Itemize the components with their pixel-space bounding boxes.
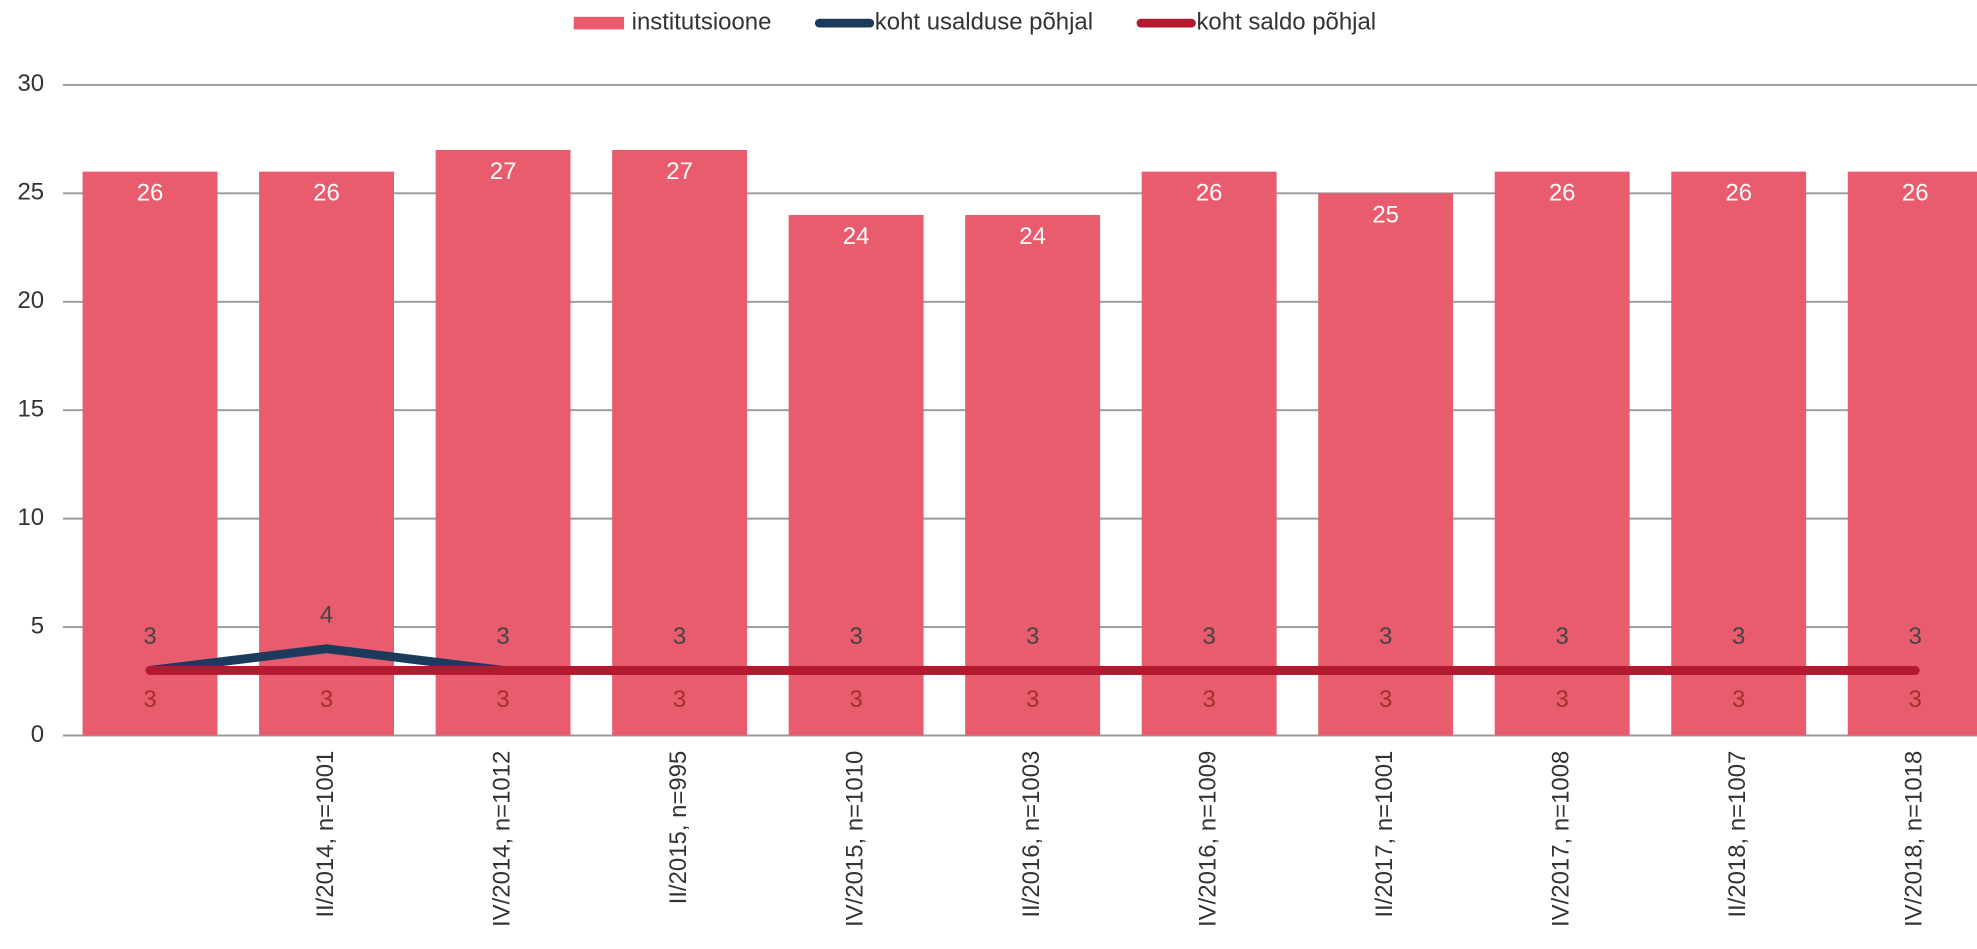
line-value-label: 3 bbox=[143, 686, 156, 713]
line-value-label: 3 bbox=[496, 623, 509, 650]
y-tick-label: 15 bbox=[17, 396, 44, 423]
y-tick-label: 25 bbox=[17, 179, 44, 206]
bar-value-label: 26 bbox=[137, 180, 164, 207]
legend-label: koht usalduse põhjal bbox=[875, 8, 1093, 35]
y-tick-label: 5 bbox=[31, 612, 44, 639]
line-value-label: 3 bbox=[849, 686, 862, 713]
bar bbox=[788, 215, 924, 736]
bar-value-label: 26 bbox=[1196, 180, 1223, 207]
bar bbox=[1318, 193, 1454, 736]
y-tick-label: 20 bbox=[17, 287, 44, 314]
line-value-label: 3 bbox=[1909, 686, 1922, 713]
line-value-label: 3 bbox=[1732, 686, 1745, 713]
line-value-label: 3 bbox=[1202, 623, 1215, 650]
x-tick-label: II/2016, n=1003 bbox=[1018, 751, 1045, 918]
y-tick-label: 30 bbox=[17, 70, 44, 97]
line-value-label: 3 bbox=[849, 623, 862, 650]
x-tick-label: IV/2016, n=1009 bbox=[1194, 751, 1221, 927]
line-value-label: 3 bbox=[1202, 686, 1215, 713]
line-value-label: 3 bbox=[673, 686, 686, 713]
line-value-label: 3 bbox=[1556, 623, 1569, 650]
bar bbox=[82, 171, 218, 736]
legend-label: koht saldo põhjal bbox=[1196, 8, 1376, 35]
x-tick-label: II/2018, n=1007 bbox=[1724, 751, 1751, 918]
line-value-label: 3 bbox=[1379, 623, 1392, 650]
bar bbox=[1494, 171, 1630, 736]
line-value-label: 3 bbox=[1379, 686, 1392, 713]
line-value-label: 3 bbox=[1026, 686, 1039, 713]
bar bbox=[259, 171, 395, 736]
line-value-label: 4 bbox=[320, 601, 333, 628]
bar bbox=[612, 149, 748, 736]
bar bbox=[1671, 171, 1807, 736]
y-tick-label: 10 bbox=[17, 504, 44, 531]
legend-swatch bbox=[573, 16, 625, 30]
bar bbox=[1847, 171, 1977, 736]
bar bbox=[965, 215, 1101, 736]
bar-value-label: 25 bbox=[1372, 201, 1399, 228]
x-tick-label: II/2015, n=995 bbox=[665, 751, 692, 905]
line-value-label: 3 bbox=[1026, 623, 1039, 650]
bar-value-label: 24 bbox=[843, 223, 870, 250]
bar-value-label: 24 bbox=[1019, 223, 1046, 250]
bar-value-label: 27 bbox=[666, 158, 693, 185]
line-value-label: 3 bbox=[143, 623, 156, 650]
bar-value-label: 26 bbox=[1902, 180, 1929, 207]
bar-value-label: 27 bbox=[490, 158, 517, 185]
bar bbox=[435, 149, 571, 736]
x-tick-label: II/2017, n=1001 bbox=[1371, 751, 1398, 918]
legend-label: institutsioone bbox=[632, 8, 772, 35]
y-tick-label: 0 bbox=[31, 721, 44, 748]
line-value-label: 3 bbox=[673, 623, 686, 650]
bar-value-label: 26 bbox=[1549, 180, 1576, 207]
x-tick-label: IV/2018, n=1018 bbox=[1901, 751, 1928, 927]
x-tick-label: IV/2017, n=1008 bbox=[1548, 751, 1575, 927]
line-value-label: 3 bbox=[1556, 686, 1569, 713]
x-tick-label: IV/2014, n=1012 bbox=[488, 751, 515, 927]
bar-value-label: 26 bbox=[313, 180, 340, 207]
bar bbox=[1141, 171, 1277, 736]
line-value-label: 3 bbox=[496, 686, 509, 713]
line-value-label: 3 bbox=[1732, 623, 1745, 650]
x-tick-label: IV/2015, n=1010 bbox=[841, 751, 868, 927]
x-tick-label: II/2014, n=1001 bbox=[312, 751, 339, 918]
line-value-label: 3 bbox=[320, 686, 333, 713]
line-value-label: 3 bbox=[1909, 623, 1922, 650]
bar-value-label: 26 bbox=[1725, 180, 1752, 207]
